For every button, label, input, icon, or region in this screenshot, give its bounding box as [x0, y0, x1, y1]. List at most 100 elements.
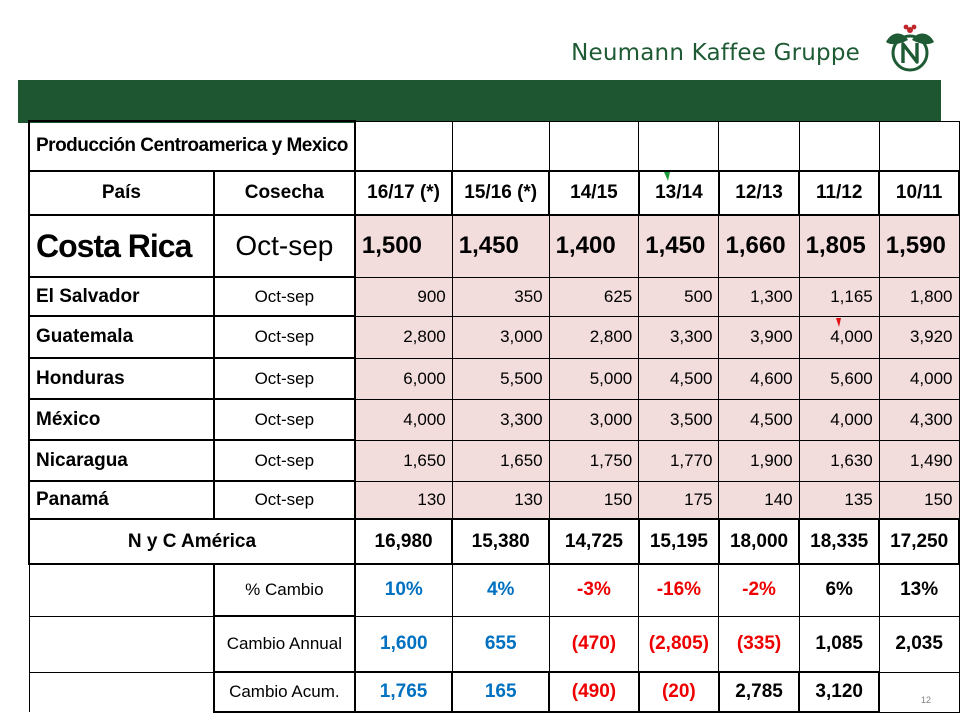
nkg-leaf-logo-icon — [886, 24, 934, 72]
table-row: Honduras Oct-sep 6,000 5,500 5,000 4,500… — [28, 357, 960, 400]
cumulative-change-value: 2,785 — [717, 671, 801, 713]
table-row: El Salvador Oct-sep 900 350 625 500 1,30… — [28, 276, 960, 317]
annual-change-label: Cambio Annual — [212, 615, 356, 673]
production-value: 150 — [548, 480, 640, 520]
pct-change-value: -3% — [548, 563, 640, 617]
cumulative-change-row: Cambio Acum. 1,765 165 (490) (20) 2,785 … — [28, 671, 960, 713]
production-value: 5,500 — [451, 357, 550, 400]
cumulative-change-value — [878, 671, 960, 713]
total-row: N y C América 16,980 15,380 14,725 15,19… — [28, 518, 960, 565]
production-table: Producción Centroamerica y Mexico País C… — [28, 120, 960, 713]
production-value: 1,805 — [798, 214, 880, 278]
production-value: 1,165 — [798, 276, 880, 317]
annual-change-value: 655 — [451, 615, 550, 673]
total-value: 16,980 — [353, 518, 454, 565]
harvest-period: Oct-sep — [212, 480, 356, 520]
production-value: 130 — [354, 480, 453, 520]
empty-cell — [28, 615, 215, 673]
production-value: 350 — [451, 276, 550, 317]
production-value: 3,920 — [878, 315, 960, 359]
total-value: 14,725 — [548, 518, 640, 565]
cumulative-change-value: 165 — [451, 671, 551, 713]
production-value: 4,600 — [718, 357, 800, 400]
production-value: 1,800 — [878, 276, 960, 317]
production-value: 4,500 — [718, 398, 800, 441]
cell-note-marker-icon — [664, 172, 670, 181]
production-value: 4,500 — [638, 357, 720, 400]
table-row: México Oct-sep 4,000 3,300 3,000 3,500 4… — [28, 398, 960, 441]
production-value: 5,000 — [548, 357, 640, 400]
cumulative-change-value: (20) — [637, 671, 720, 713]
table-row: Panamá Oct-sep 130 130 150 175 140 135 1… — [28, 480, 960, 520]
cumulative-change-value: 1,765 — [353, 671, 454, 713]
production-value: 1,650 — [451, 439, 550, 482]
cumulative-change-value: (490) — [548, 671, 640, 713]
production-value: 2,800 — [548, 315, 640, 359]
header-year: 12/13 — [717, 170, 801, 216]
annual-change-row: Cambio Annual 1,600 655 (470) (2,805) (3… — [28, 615, 960, 673]
production-value: 1,900 — [718, 439, 800, 482]
pct-change-value: 6% — [798, 563, 880, 617]
production-value: 1,630 — [798, 439, 880, 482]
header-year: 16/17 (*) — [353, 170, 454, 216]
company-name: Neumann Kaffee Gruppe — [571, 40, 860, 66]
empty-cell — [28, 563, 215, 617]
table-title: Producción Centroamerica y Mexico — [28, 120, 356, 172]
empty-cell — [28, 671, 215, 712]
production-value: 3,900 — [718, 315, 800, 359]
header-year: 15/16 (*) — [451, 170, 551, 216]
production-value: 2,800 — [354, 315, 453, 359]
production-value: 130 — [451, 480, 550, 520]
header-year: 10/11 — [878, 170, 960, 216]
production-value: 1,300 — [718, 276, 800, 317]
country-name: Honduras — [28, 357, 215, 400]
annual-change-value: (470) — [548, 615, 640, 673]
harvest-period: Oct-sep — [212, 439, 356, 482]
total-label: N y C América — [28, 518, 356, 565]
production-value: 625 — [548, 276, 640, 317]
production-value: 1,660 — [718, 214, 800, 278]
annual-change-value: (335) — [718, 615, 800, 673]
production-value: 1,450 — [451, 214, 550, 278]
production-value: 900 — [354, 276, 453, 317]
empty-cell — [451, 120, 550, 172]
cumulative-change-value: 3,120 — [798, 671, 881, 713]
header-year: 11/12 — [798, 170, 881, 216]
title-band — [18, 80, 941, 123]
production-value: 150 — [878, 480, 960, 520]
country-name: Costa Rica — [28, 214, 215, 278]
table-row: Costa Rica Oct-sep 1,500 1,450 1,400 1,4… — [28, 214, 960, 278]
production-value: 3,300 — [451, 398, 550, 441]
production-value: 175 — [638, 480, 720, 520]
header-year: 13/14 — [637, 170, 720, 216]
total-value: 17,250 — [878, 518, 960, 565]
table-row: Nicaragua Oct-sep 1,650 1,650 1,750 1,77… — [28, 439, 960, 482]
production-value: 1,450 — [638, 214, 720, 278]
annual-change-value: 2,035 — [878, 615, 960, 673]
country-name: Guatemala — [28, 315, 215, 359]
annual-change-value: (2,805) — [638, 615, 720, 673]
total-value: 15,380 — [451, 518, 551, 565]
pct-change-label: % Cambio — [212, 563, 356, 617]
total-value: 18,000 — [717, 518, 801, 565]
production-value: 1,650 — [354, 439, 453, 482]
production-value: 4,000 — [878, 357, 960, 400]
production-value: 3,300 — [638, 315, 720, 359]
annual-change-value: 1,600 — [354, 615, 453, 673]
production-value: 4,300 — [878, 398, 960, 441]
harvest-period: Oct-sep — [212, 398, 356, 441]
annual-change-value: 1,085 — [798, 615, 880, 673]
production-value: 1,490 — [878, 439, 960, 482]
page-number: 12 — [920, 695, 931, 705]
production-value: 6,000 — [354, 357, 453, 400]
cumulative-change-label: Cambio Acum. — [212, 671, 356, 713]
production-value: 3,000 — [548, 398, 640, 441]
harvest-period: Oct-sep — [212, 276, 356, 317]
country-name: El Salvador — [28, 276, 215, 317]
production-value: 1,750 — [548, 439, 640, 482]
table-row: Guatemala Oct-sep 2,800 3,000 2,800 3,30… — [28, 315, 960, 359]
harvest-period: Oct-sep — [212, 214, 356, 278]
header-harvest: Cosecha — [212, 170, 356, 216]
header-year: 14/15 — [548, 170, 640, 216]
empty-cell — [638, 120, 720, 172]
